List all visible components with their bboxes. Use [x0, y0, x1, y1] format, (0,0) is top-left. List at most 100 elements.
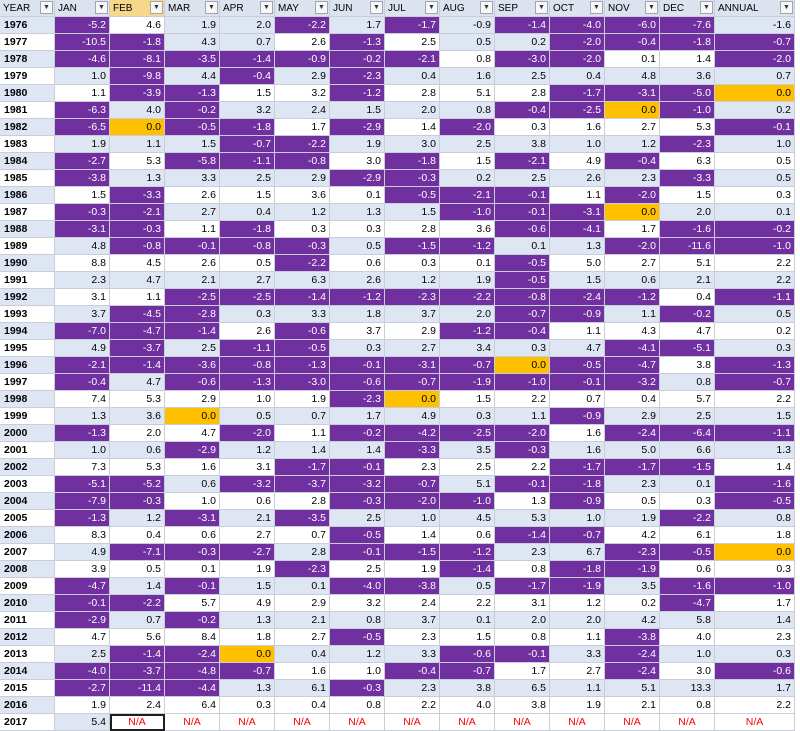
value-cell[interactable]: -8.1 — [110, 51, 165, 68]
value-cell[interactable]: 0.4 — [605, 391, 660, 408]
value-cell[interactable]: -2.1 — [55, 357, 110, 374]
year-cell[interactable]: 2005 — [0, 510, 55, 527]
year-cell[interactable]: 1992 — [0, 289, 55, 306]
value-cell[interactable]: 1.0 — [220, 391, 275, 408]
value-cell[interactable]: -0.6 — [330, 374, 385, 391]
value-cell[interactable]: 1.2 — [330, 646, 385, 663]
filter-dropdown-icon[interactable]: ▼ — [535, 1, 548, 14]
value-cell[interactable]: -0.4 — [220, 68, 275, 85]
filter-dropdown-icon[interactable]: ▼ — [315, 1, 328, 14]
value-cell[interactable]: 2.9 — [385, 323, 440, 340]
value-cell[interactable]: 2.4 — [275, 102, 330, 119]
header-jun[interactable]: JUN ▼ — [330, 0, 385, 17]
value-cell[interactable]: -4.0 — [330, 578, 385, 595]
value-cell[interactable]: -0.7 — [220, 663, 275, 680]
value-cell[interactable]: 1.0 — [550, 510, 605, 527]
value-cell[interactable]: 5.7 — [165, 595, 220, 612]
value-cell[interactable]: -1.4 — [275, 289, 330, 306]
value-cell[interactable]: -2.2 — [660, 510, 715, 527]
value-cell[interactable]: 2.7 — [220, 272, 275, 289]
year-cell[interactable]: 2000 — [0, 425, 55, 442]
value-cell[interactable]: 4.9 — [55, 340, 110, 357]
value-cell[interactable]: -1.3 — [275, 357, 330, 374]
value-cell[interactable]: 2.9 — [165, 391, 220, 408]
value-cell[interactable]: -3.5 — [165, 51, 220, 68]
value-cell[interactable]: 1.6 — [275, 663, 330, 680]
year-cell[interactable]: 1998 — [0, 391, 55, 408]
value-cell[interactable]: 2.8 — [385, 85, 440, 102]
value-cell[interactable]: 5.3 — [110, 459, 165, 476]
value-cell[interactable]: 1.1 — [550, 323, 605, 340]
year-cell[interactable]: 2002 — [0, 459, 55, 476]
value-cell[interactable]: -0.4 — [605, 153, 660, 170]
value-cell[interactable]: 1.9 — [330, 136, 385, 153]
value-cell[interactable]: 1.6 — [440, 68, 495, 85]
value-cell[interactable]: -0.7 — [495, 306, 550, 323]
value-cell[interactable]: -1.4 — [220, 51, 275, 68]
value-cell[interactable]: 1.6 — [550, 119, 605, 136]
value-cell[interactable]: -0.2 — [165, 102, 220, 119]
value-cell[interactable]: -2.0 — [605, 187, 660, 204]
value-cell[interactable]: 3.3 — [550, 646, 605, 663]
value-cell[interactable]: -1.2 — [440, 323, 495, 340]
value-cell[interactable]: -3.7 — [275, 476, 330, 493]
value-cell[interactable]: -3.0 — [275, 374, 330, 391]
year-cell[interactable]: 2006 — [0, 527, 55, 544]
value-cell[interactable]: 1.1 — [110, 136, 165, 153]
value-cell[interactable]: 0.0 — [495, 357, 550, 374]
value-cell[interactable]: 5.8 — [660, 612, 715, 629]
value-cell[interactable]: -1.7 — [385, 17, 440, 34]
value-cell[interactable]: -0.6 — [165, 374, 220, 391]
value-cell[interactable]: -1.4 — [110, 646, 165, 663]
value-cell[interactable]: 0.1 — [605, 51, 660, 68]
value-cell[interactable]: -2.4 — [550, 289, 605, 306]
value-cell[interactable]: 3.6 — [440, 221, 495, 238]
value-cell[interactable]: 2.3 — [385, 680, 440, 697]
value-cell[interactable]: 1.7 — [275, 119, 330, 136]
year-cell[interactable]: 2001 — [0, 442, 55, 459]
value-cell[interactable]: 0.3 — [440, 408, 495, 425]
value-cell[interactable]: -2.8 — [165, 306, 220, 323]
value-cell[interactable]: -7.6 — [660, 17, 715, 34]
value-cell[interactable]: 4.7 — [55, 629, 110, 646]
year-cell[interactable]: 2003 — [0, 476, 55, 493]
value-cell[interactable]: 0.6 — [110, 442, 165, 459]
value-cell[interactable]: 0.0 — [605, 204, 660, 221]
value-cell[interactable]: 0.8 — [440, 102, 495, 119]
value-cell[interactable]: -3.6 — [165, 357, 220, 374]
value-cell[interactable]: 0.0 — [605, 102, 660, 119]
value-cell[interactable]: 1.0 — [165, 493, 220, 510]
value-cell[interactable]: 1.2 — [275, 204, 330, 221]
header-oct[interactable]: OCT ▼ — [550, 0, 605, 17]
value-cell[interactable]: -0.3 — [275, 238, 330, 255]
value-cell[interactable]: 2.5 — [495, 170, 550, 187]
value-cell[interactable]: 2.5 — [440, 136, 495, 153]
value-cell[interactable]: -0.9 — [550, 408, 605, 425]
value-cell[interactable]: 3.0 — [660, 663, 715, 680]
value-cell[interactable]: N/A — [660, 714, 715, 731]
value-cell[interactable]: 3.8 — [660, 357, 715, 374]
value-cell[interactable]: -0.1 — [330, 544, 385, 561]
value-cell[interactable]: 1.6 — [550, 442, 605, 459]
value-cell[interactable]: -1.9 — [605, 561, 660, 578]
header-jul[interactable]: JUL ▼ — [385, 0, 440, 17]
value-cell[interactable]: 5.3 — [110, 391, 165, 408]
value-cell[interactable]: -1.8 — [550, 476, 605, 493]
year-cell[interactable]: 2008 — [0, 561, 55, 578]
header-year[interactable]: YEAR ▼ — [0, 0, 55, 17]
value-cell[interactable]: -7.0 — [55, 323, 110, 340]
value-cell[interactable]: -0.4 — [605, 34, 660, 51]
value-cell[interactable]: 2.7 — [605, 255, 660, 272]
year-cell[interactable]: 1985 — [0, 170, 55, 187]
value-cell[interactable]: -0.5 — [495, 255, 550, 272]
value-cell[interactable]: 0.0 — [165, 408, 220, 425]
value-cell[interactable]: 0.7 — [220, 34, 275, 51]
value-cell[interactable]: -0.8 — [495, 289, 550, 306]
annual-cell[interactable]: 0.0 — [715, 544, 795, 561]
value-cell[interactable]: 5.0 — [605, 442, 660, 459]
value-cell[interactable]: 2.6 — [165, 255, 220, 272]
value-cell[interactable]: -1.9 — [440, 374, 495, 391]
value-cell[interactable]: -2.3 — [330, 391, 385, 408]
value-cell[interactable]: 2.4 — [385, 595, 440, 612]
header-jan[interactable]: JAN ▼ — [55, 0, 110, 17]
